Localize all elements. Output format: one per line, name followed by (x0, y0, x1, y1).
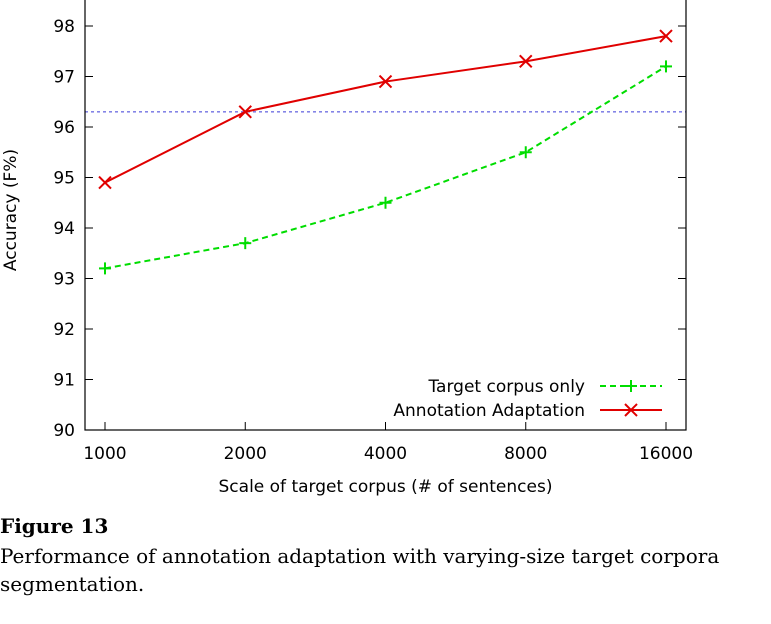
data-point (99, 262, 111, 275)
y-tick-label: 91 (53, 371, 75, 391)
y-tick-label: 96 (53, 118, 75, 138)
x-tick-label: 2000 (224, 444, 267, 464)
x-tick-label: 8000 (504, 444, 547, 464)
data-point (378, 74, 393, 89)
y-tick-label: 94 (53, 219, 75, 239)
y-tick-label: 98 (53, 17, 75, 37)
data-point (659, 29, 673, 43)
x-tick-label: 16000 (639, 444, 693, 464)
legend: Target corpus only Annotation Adaptation (393, 377, 662, 421)
y-tick-label: 93 (53, 270, 75, 290)
legend-marker (625, 380, 637, 392)
x-tick-label: 1000 (83, 444, 126, 464)
data-point (519, 146, 532, 159)
data-point (238, 105, 252, 119)
data-point (239, 237, 252, 250)
data-point (660, 60, 672, 73)
figure-caption-text: Performance of annotation adaptation wit… (0, 544, 720, 596)
plot-frame (84, 0, 687, 431)
series-line-0 (104, 65, 667, 270)
legend-marker (624, 403, 638, 417)
data-point (379, 196, 392, 209)
legend-label: Annotation Adaptation (393, 401, 585, 421)
y-tick-label: 90 (53, 421, 75, 441)
y-tick-label: 97 (53, 68, 75, 88)
data-point (98, 175, 112, 190)
legend-label: Target corpus only (427, 377, 585, 397)
x-tick-label: 4000 (364, 444, 407, 464)
series-line-1 (104, 35, 667, 184)
series-layer (98, 29, 673, 275)
y-axis-title: Accuracy (F%) (1, 149, 21, 271)
figure-caption-title: Figure 13 (0, 514, 109, 538)
data-point (519, 54, 533, 69)
x-axis-title: Scale of target corpus (# of sentences) (219, 477, 553, 497)
y-tick-label: 95 (53, 169, 75, 189)
axis-ticks: 90 91 92 93 94 95 96 97 98 1000 2000 4000 8000 16000 (53, 17, 693, 464)
y-tick-label: 92 (53, 320, 75, 340)
